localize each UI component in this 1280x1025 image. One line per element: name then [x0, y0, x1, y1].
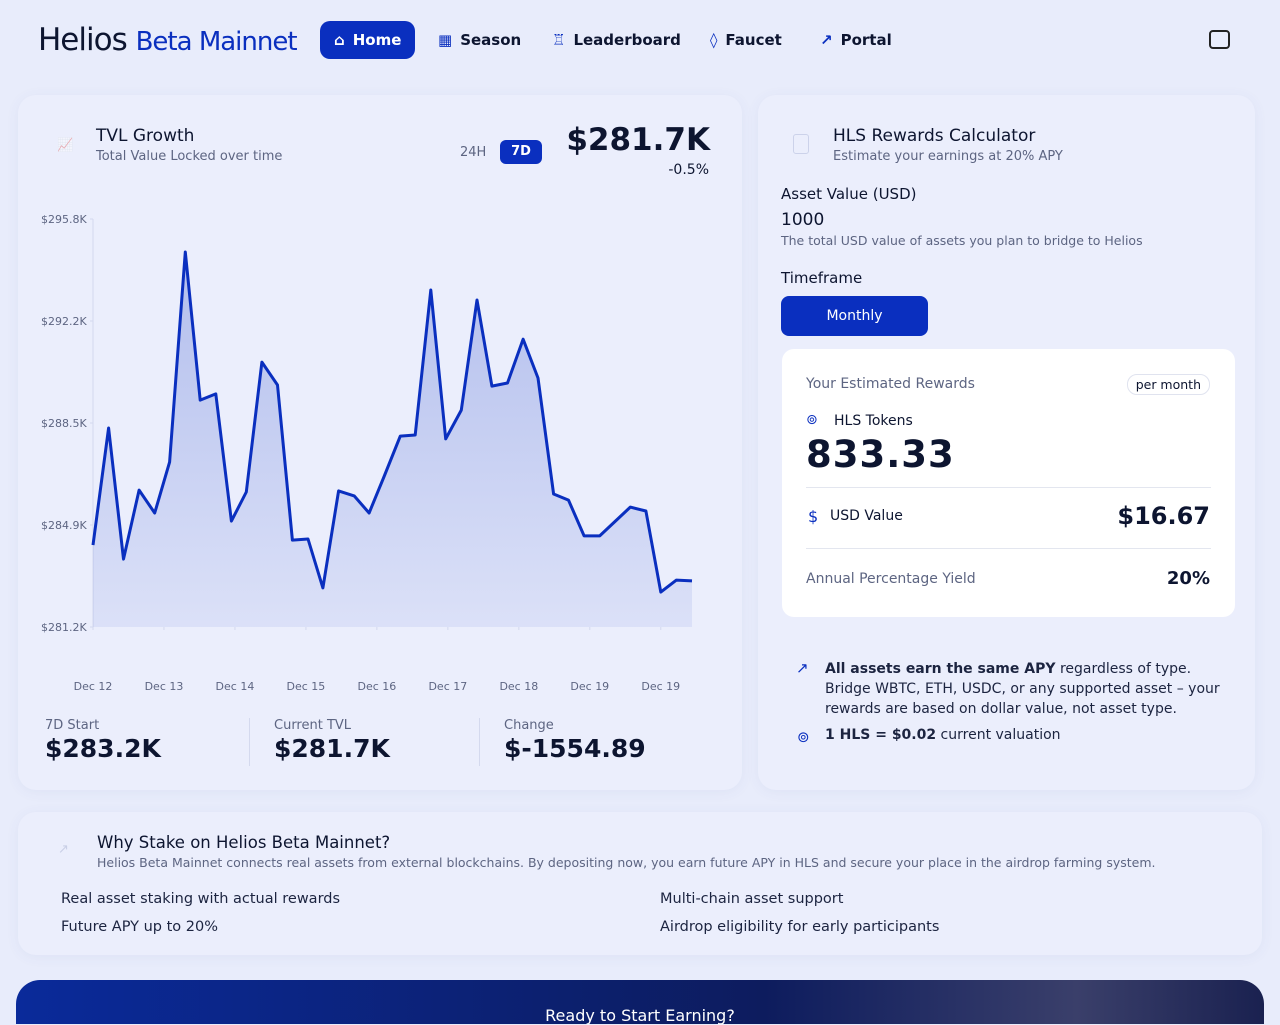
note: All assets earn the same APY regardless …	[825, 659, 1235, 719]
token-icon: ⊚	[806, 412, 818, 428]
divider	[806, 487, 1211, 488]
field-label: Asset Value (USD)	[781, 185, 917, 203]
token-icon: ⊚	[797, 728, 810, 746]
nav-portal[interactable]: ↗ Portal	[820, 31, 892, 49]
why-text: Helios Beta Mainnet connects real assets…	[97, 855, 1156, 870]
rewards-box	[782, 349, 1235, 617]
feature: Multi-chain asset support	[660, 891, 844, 907]
why-card	[18, 812, 1262, 955]
token-amount: 833.33	[806, 433, 955, 476]
nav-home[interactable]: ⌂ Home	[320, 21, 416, 59]
range-button[interactable]: 7D	[500, 140, 542, 164]
x-tick-label: Dec 14	[216, 680, 255, 693]
calc-title: HLS Rewards Calculator	[833, 126, 1036, 146]
y-tick-label: $281.2K	[41, 621, 87, 634]
x-tick-label: Dec 15	[287, 680, 326, 693]
divider	[479, 718, 480, 766]
tvl-change: -0.5%	[668, 162, 709, 178]
x-tick-label: Dec 13	[145, 680, 184, 693]
nav-label: Faucet	[725, 31, 782, 49]
stat-label: Change	[504, 718, 554, 733]
feature: Airdrop eligibility for early participan…	[660, 919, 940, 935]
x-tick-label: Dec 18	[499, 680, 538, 693]
timeframe-button[interactable]: Monthly	[781, 296, 928, 336]
cta-banner	[16, 980, 1264, 1024]
note-text: current valuation	[936, 727, 1061, 743]
y-tick-label: $284.9K	[41, 519, 87, 532]
feature: Real asset staking with actual rewards	[61, 891, 341, 907]
field-label: Timeframe	[781, 269, 863, 287]
apy-label: Annual Percentage Yield	[806, 571, 976, 587]
field-hint: The total USD value of assets you plan t…	[781, 233, 1143, 248]
tvl-card	[18, 95, 742, 790]
divider	[806, 548, 1211, 549]
nav-label: Home	[352, 31, 402, 49]
trend-icon: ↗	[796, 659, 809, 677]
area	[93, 252, 692, 627]
logo-text: Helios	[38, 22, 128, 58]
network-name: Beta Mainnet	[135, 27, 298, 57]
note-bold: 1 HLS = $0.02	[825, 727, 937, 743]
nav-label: Leaderboard	[573, 31, 681, 49]
note: 1 HLS = $0.02 current valuation	[825, 727, 1061, 743]
apy-value: 20%	[1166, 568, 1210, 589]
x-tick-label: Dec 19	[641, 680, 680, 693]
tvl-chart: $281.2K $284.9K $288.5K $292.2K $295.8K Dec 1…	[41, 213, 693, 693]
x-tick-label: Dec 17	[428, 680, 467, 693]
usd-amount: $16.67	[1117, 502, 1210, 530]
stat-label: 7D Start	[45, 718, 100, 733]
x-tick-label: Dec 12	[74, 680, 113, 693]
y-tick-label: $295.8K	[41, 213, 87, 226]
token-label: HLS Tokens	[834, 413, 913, 429]
period-badge: per month	[1126, 374, 1210, 395]
nav-label: Season	[460, 31, 522, 49]
dollar-icon: $	[808, 507, 819, 526]
range-button[interactable]: 24H	[460, 145, 487, 160]
note-text: regardless of type. Bridge WBTC, ETH, US…	[825, 661, 1220, 717]
nav-faucet[interactable]: ◊ Faucet	[710, 31, 782, 49]
x-tick-label: Dec 19	[570, 680, 609, 693]
asset-input[interactable]: 1000	[781, 210, 825, 230]
nav-season[interactable]: ▦ Season	[438, 31, 522, 49]
cta-title: Ready to Start Earning?	[545, 1006, 735, 1025]
tvl-value: $281.7K	[566, 122, 710, 158]
stat-label: Current TVL	[274, 718, 352, 733]
why-title: Why Stake on Helios Beta Mainnet?	[97, 833, 391, 852]
stat-value: $281.7K	[274, 734, 390, 763]
stat-value: $283.2K	[45, 734, 161, 763]
x-tick-label: Dec 16	[357, 680, 396, 693]
usd-label: USD Value	[830, 508, 903, 524]
y-tick-label: $288.5K	[41, 417, 87, 430]
chart-icon: 📈	[57, 138, 74, 153]
note-bold: All assets earn the same APY	[825, 661, 1056, 677]
tvl-subtitle: Total Value Locked over time	[96, 149, 283, 164]
wallet-button[interactable]	[1209, 30, 1230, 49]
rewards-title: Your Estimated Rewards	[806, 376, 975, 392]
nav-label: Portal	[840, 31, 892, 49]
stat-value: $-1554.89	[504, 734, 646, 763]
y-tick-label: $292.2K	[41, 315, 87, 328]
divider	[249, 718, 250, 766]
logo[interactable]: Helios Beta Mainnet	[38, 22, 298, 58]
feature: Future APY up to 20%	[61, 919, 218, 935]
nav-leaderboard[interactable]: ♖ Leaderboard	[552, 31, 681, 49]
calculator-icon	[793, 134, 809, 154]
calc-subtitle: Estimate your earnings at 20% APY	[833, 149, 1063, 164]
tvl-title: TVL Growth	[96, 126, 195, 146]
line	[91, 250, 693, 594]
why-icon: ↗	[58, 842, 69, 857]
